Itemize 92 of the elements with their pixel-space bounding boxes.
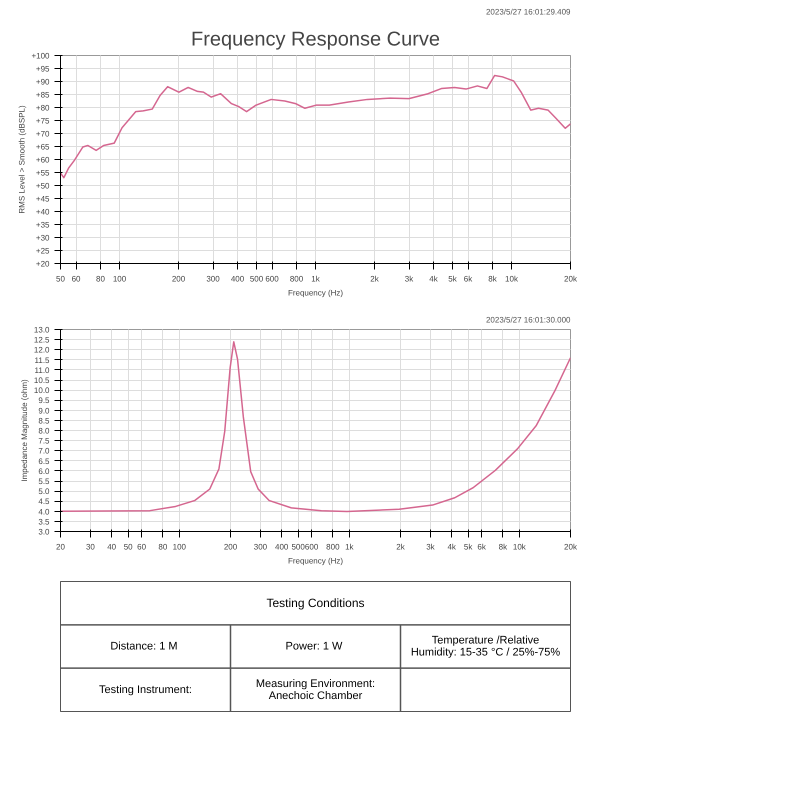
y-tick-label: 7.0	[38, 446, 50, 456]
y-tick-label: 10.5	[34, 376, 50, 385]
y-tick-label: 12.5	[34, 336, 50, 345]
x-tick-label: 10k	[512, 542, 527, 552]
x-tick-label: 1k	[345, 542, 355, 552]
text: Temperature /Relative Humidity: 15-35 °C / 25%-75%	[410, 634, 560, 659]
text: Testing Conditions	[266, 596, 365, 610]
y-tick-label: 6.5	[38, 456, 50, 466]
y-tick-label: 11.0	[34, 366, 50, 375]
x-tick-label: 5k	[464, 542, 474, 552]
y-tick-label: 10.0	[34, 386, 50, 396]
x-tick-label: 600	[265, 274, 280, 284]
x-tick-label: 20k	[564, 274, 578, 284]
y-tick-label: +45	[36, 194, 50, 204]
y-tick-label: 3.5	[38, 517, 50, 526]
y-tick-label: 8.0	[38, 426, 50, 436]
x-tick-label: 60	[137, 542, 147, 552]
x-tick-label: 20	[56, 542, 66, 552]
x-tick-label: 100	[112, 274, 127, 284]
y-tick-label: 8.5	[38, 416, 50, 426]
text: Power: 1 W	[286, 640, 344, 652]
x-tick-label: 200	[224, 542, 238, 552]
y-tick-label: +40	[36, 208, 50, 216]
y-tick-label: 5.0	[38, 487, 50, 496]
y-tick-label: +100	[31, 52, 50, 60]
x-tick-label: 8k	[488, 274, 498, 284]
y-tick-label: +65	[36, 142, 50, 152]
text: Testing Instrument:	[99, 684, 192, 696]
x-tick-label: 10k	[505, 274, 519, 284]
y-axis-title: RMS Level > Smooth (dBSPL)	[17, 105, 26, 214]
x-tick-label: 4k	[447, 542, 457, 552]
x-tick-label: 6k	[464, 274, 474, 284]
y-tick-label: +20	[36, 260, 50, 268]
x-tick-label: 3k	[426, 542, 436, 552]
x-axis-title: Frequency (Hz)	[288, 288, 344, 298]
x-tick-label: 20k	[564, 542, 578, 552]
y-tick-label: +75	[36, 116, 50, 126]
y-tick-label: 4.0	[38, 507, 50, 516]
x-tick-label: 80	[96, 274, 106, 284]
y-tick-label: +85	[36, 90, 50, 100]
x-tick-label: 30	[86, 542, 96, 552]
y-tick-label: +35	[36, 220, 50, 230]
x-tick-label: 50	[124, 542, 134, 552]
text: Measuring Environment: Anechoic Chamber	[256, 678, 376, 702]
y-tick-label: 12.0	[34, 346, 50, 355]
y-tick-label: 5.5	[38, 477, 50, 486]
x-tick-label: 80	[158, 542, 168, 552]
text: 2023/5/27 16:01:29.409	[486, 8, 572, 16]
y-tick-label: +60	[36, 156, 50, 164]
y-tick-label: 6.0	[38, 466, 50, 476]
x-tick-label: 400	[230, 274, 245, 284]
x-axis-title: Frequency (Hz)	[288, 556, 344, 566]
y-tick-label: +50	[36, 182, 50, 190]
x-tick-label: 1k	[311, 274, 321, 284]
text: Distance: 1 M	[110, 640, 178, 652]
x-tick-label: 2k	[370, 274, 380, 284]
y-tick-label: 13.0	[34, 326, 50, 334]
y-tick-label: +25	[36, 246, 50, 256]
x-tick-label: 300	[254, 542, 268, 552]
y-tick-label: +95	[36, 64, 50, 74]
chart-title: Frequency Response Curve	[190, 28, 440, 50]
x-tick-label: 6k	[477, 542, 487, 552]
y-axis-title: Impedance Magnitude (ohm)	[20, 379, 29, 482]
y-tick-label: 9.5	[38, 396, 50, 406]
y-tick-label: 7.5	[38, 436, 50, 446]
text: 2023/5/27 16:01:30.000	[486, 316, 572, 324]
y-tick-label: 9.0	[38, 406, 50, 416]
x-tick-label: 400	[275, 542, 289, 552]
y-tick-label: +90	[36, 78, 50, 86]
x-tick-label: 200	[172, 274, 186, 284]
y-tick-label: 11.5	[34, 356, 50, 365]
x-tick-label: 8k	[498, 542, 508, 552]
x-tick-label: 3k	[404, 274, 414, 284]
x-tick-label: 50	[56, 274, 66, 284]
y-tick-label: +70	[36, 130, 50, 138]
x-tick-label: 800	[326, 542, 340, 552]
x-tick-label: 4k	[429, 274, 439, 284]
y-tick-label: 4.5	[38, 497, 50, 506]
y-tick-label: +80	[36, 104, 50, 112]
x-tick-label: 40	[107, 542, 117, 552]
x-tick-label: 300	[206, 274, 220, 284]
x-tick-label: 500	[250, 274, 264, 284]
x-tick-label: 100	[172, 542, 187, 552]
x-tick-label: 800	[290, 274, 304, 284]
x-tick-label: 500	[291, 542, 306, 552]
y-tick-label: 3.0	[38, 528, 50, 536]
x-tick-label: 2k	[396, 542, 406, 552]
y-tick-label: +30	[36, 234, 50, 242]
y-tick-label: +55	[36, 168, 50, 178]
x-tick-label: 60	[72, 274, 82, 284]
x-tick-label: 5k	[448, 274, 458, 284]
x-tick-label: 600	[304, 542, 319, 552]
